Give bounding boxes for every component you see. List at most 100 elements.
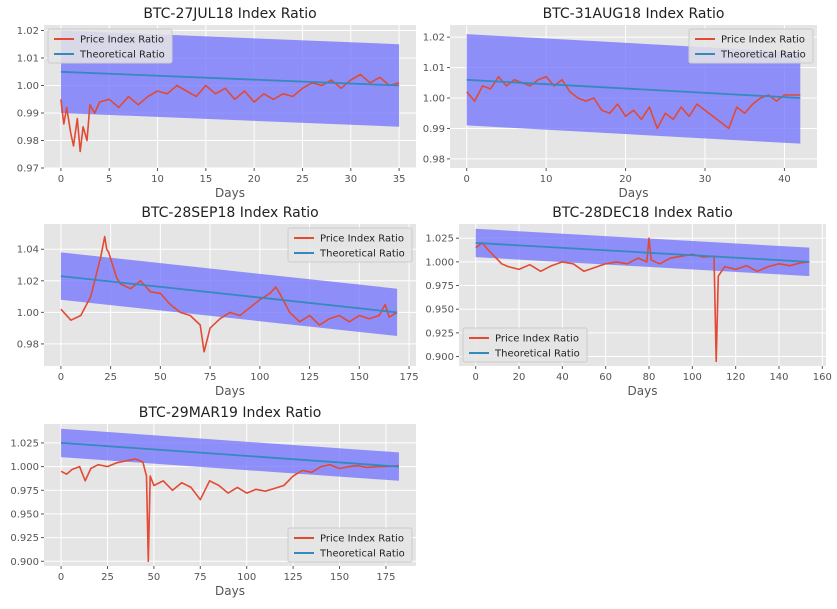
y-tick-label: 0.950 <box>425 305 454 316</box>
subplot-2: 0 10 20 30 40 0.98 0.99 1.00 1.01 1.02 BTC-31AUG18… <box>423 6 817 200</box>
x-tick-label: 20 <box>513 372 526 383</box>
y-tick-label: 0.925 <box>10 533 39 544</box>
x-axis-label: Days <box>215 584 245 598</box>
legend-entry: Price Index Ratio <box>320 534 404 545</box>
x-tick-label: 100 <box>237 572 256 583</box>
y-tick-label: 1.04 <box>17 245 39 256</box>
x-tick-label: 25 <box>296 174 309 185</box>
x-tick-label: 15 <box>199 174 212 185</box>
legend-box <box>462 327 588 363</box>
x-tick-label: 120 <box>726 372 745 383</box>
legend: Price Index Ratio Theoretical Ratio <box>47 28 173 64</box>
x-tick-label: 0 <box>463 174 469 185</box>
y-tick-label: 1.00 <box>423 94 445 105</box>
x-axis-label: Days <box>619 186 649 200</box>
x-tick-label: 150 <box>330 572 349 583</box>
y-tick-label: 1.01 <box>17 54 39 65</box>
legend: Price Index Ratio Theoretical Ratio <box>688 28 814 64</box>
y-tick-label: 1.025 <box>425 234 454 245</box>
x-tick-label: 150 <box>350 372 369 383</box>
legend-entry: Price Index Ratio <box>721 35 805 46</box>
legend-entry: Price Index Ratio <box>80 35 164 46</box>
legend-box <box>47 28 173 64</box>
price-index-ratio-line <box>60 458 399 563</box>
legend: Price Index Ratio Theoretical Ratio <box>287 527 413 563</box>
x-tick-label: 20 <box>248 174 261 185</box>
subplot-5: 0 25 50 75 100 125 150 175 0.900 0.925 0.950 0.975 1… <box>10 405 416 598</box>
x-tick-label: 25 <box>104 372 117 383</box>
legend-box <box>688 28 814 64</box>
legend-entry: Theoretical Ratio <box>720 50 806 61</box>
x-tick-label: 30 <box>699 174 712 185</box>
legend-box <box>287 227 413 263</box>
y-tick-label: 0.975 <box>10 486 39 497</box>
x-tick-label: 175 <box>399 372 418 383</box>
subplot-1: 0 5 10 15 20 25 30 35 0.97 0.98 0.99 1.00 1.01 1.02 BT… <box>17 6 416 200</box>
y-tick-label: 1.02 <box>17 26 39 37</box>
chart-title: BTC-29MAR19 Index Ratio <box>139 405 322 421</box>
legend-entry: Theoretical Ratio <box>79 50 165 61</box>
theoretical-ratio-line <box>61 442 399 468</box>
x-tick-label: 30 <box>344 174 357 185</box>
chart-title: BTC-28DEC18 Index Ratio <box>552 205 733 221</box>
legend: Price Index Ratio Theoretical Ratio <box>287 227 413 263</box>
x-tick-label: 100 <box>683 372 702 383</box>
legend-box <box>287 527 413 563</box>
y-tick-label: 1.00 <box>17 308 39 319</box>
y-tick-label: 0.975 <box>425 281 454 292</box>
chart-title: BTC-31AUG18 Index Ratio <box>543 6 725 22</box>
y-tick-label: 0.99 <box>17 109 39 120</box>
legend: Price Index Ratio Theoretical Ratio <box>462 327 588 363</box>
y-tick-label: 1.000 <box>425 257 454 268</box>
y-tick-label: 1.01 <box>423 63 445 74</box>
x-tick-label: 5 <box>106 174 112 185</box>
x-tick-label: 50 <box>148 572 161 583</box>
chart-title: BTC-27JUL18 Index Ratio <box>143 6 316 22</box>
x-tick-label: 175 <box>376 572 395 583</box>
price-index-ratio-line <box>475 237 810 363</box>
y-tick-label: 1.000 <box>10 462 39 473</box>
x-tick-label: 75 <box>204 372 217 383</box>
x-tick-label: 40 <box>778 174 791 185</box>
x-tick-label: 75 <box>194 572 207 583</box>
x-tick-label: 0 <box>58 372 64 383</box>
y-tick-label: 0.99 <box>423 124 445 135</box>
theoretical-ratio-line <box>60 70 400 87</box>
x-tick-label: 40 <box>556 372 569 383</box>
x-tick-label: 10 <box>151 174 164 185</box>
y-tick-label: 0.900 <box>10 557 39 568</box>
y-tick-label: 0.950 <box>10 509 39 520</box>
y-tick-label: 0.900 <box>425 352 454 363</box>
y-tick-label: 1.00 <box>17 81 39 92</box>
chart-title: BTC-28SEP18 Index Ratio <box>141 205 318 221</box>
x-axis-label: Days <box>628 384 658 398</box>
legend-entry: Theoretical Ratio <box>494 349 580 360</box>
y-tick-label: 0.97 <box>17 164 39 175</box>
y-tick-label: 1.02 <box>17 276 39 287</box>
subplot-3: 0 25 50 75 100 125 150 175 0.98 1.00 1.02 1.04 BTC-2… <box>17 205 419 398</box>
x-axis-label: Days <box>215 384 245 398</box>
x-tick-label: 160 <box>813 372 832 383</box>
x-tick-label: 80 <box>643 372 656 383</box>
y-tick-label: 0.925 <box>425 328 454 339</box>
price-index-ratio-line <box>60 235 398 353</box>
legend-entry: Theoretical Ratio <box>319 249 405 260</box>
y-tick-label: 0.98 <box>423 154 445 165</box>
x-tick-label: 0 <box>472 372 478 383</box>
x-axis-label: Days <box>215 186 245 200</box>
theoretical-ratio-line <box>475 242 810 263</box>
x-tick-label: 125 <box>284 572 303 583</box>
y-tick-label: 1.025 <box>10 438 39 449</box>
x-tick-label: 125 <box>300 372 319 383</box>
x-tick-label: 50 <box>154 372 167 383</box>
x-tick-label: 100 <box>250 372 269 383</box>
theoretical-ratio-line <box>466 78 801 99</box>
price-index-ratio-line <box>60 73 400 153</box>
subplot-4: 0 20 40 60 80 100 120 140 160 0.900 0.925 0.950 0.97… <box>425 205 832 398</box>
x-tick-label: 0 <box>58 572 64 583</box>
y-tick-label: 1.02 <box>423 33 445 44</box>
x-tick-label: 35 <box>393 174 406 185</box>
y-tick-label: 0.98 <box>17 136 39 147</box>
x-tick-label: 140 <box>769 372 788 383</box>
